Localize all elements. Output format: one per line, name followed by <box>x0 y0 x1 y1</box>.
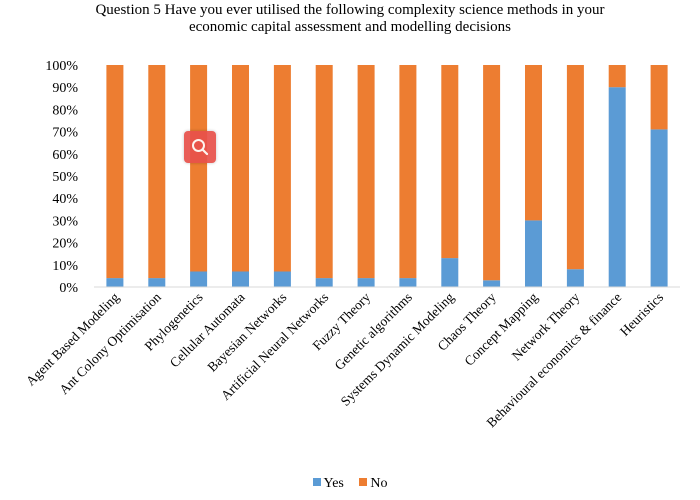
bar-yes <box>315 278 333 287</box>
x-tick-label: Cellular Automata <box>167 290 248 371</box>
bar-no <box>399 65 417 279</box>
y-tick-label: 80% <box>52 103 78 118</box>
legend-item-no: No <box>359 476 388 492</box>
search-icon <box>192 139 209 156</box>
x-tick-label: Concept Mapping <box>461 289 540 368</box>
bar-no <box>357 65 375 279</box>
bar-no <box>315 65 333 279</box>
bar-no <box>483 65 501 281</box>
bar-yes <box>232 271 249 287</box>
zoom-button[interactable] <box>184 131 216 163</box>
bar-yes <box>525 220 542 287</box>
y-tick-label: 30% <box>52 214 78 229</box>
bar-yes <box>566 269 584 287</box>
y-axis-ticks: 0% 10% 20% 30% 40% 50% 60% 70% 80% 90% 100% <box>45 59 78 296</box>
legend-swatch-no <box>359 478 368 486</box>
bar-no <box>441 65 459 259</box>
bar-yes <box>106 278 124 287</box>
bar-no <box>106 65 124 279</box>
bar-yes <box>273 271 291 287</box>
bar-no <box>232 65 249 272</box>
bar-no <box>148 65 166 279</box>
y-tick-label: 70% <box>52 126 78 141</box>
bar-yes <box>148 278 166 287</box>
bar-yes <box>483 280 501 287</box>
bar-no <box>650 65 668 130</box>
x-tick-label: Heuristics <box>617 290 666 339</box>
chart-title: Question 5 Have you ever utilised the fo… <box>0 2 700 36</box>
y-tick-label: 50% <box>52 170 78 185</box>
legend-swatch-yes <box>312 478 321 486</box>
bar-yes <box>608 87 626 287</box>
y-tick-label: 40% <box>52 192 78 207</box>
bar-yes <box>441 258 459 287</box>
bar-no <box>525 65 542 221</box>
chart-title-line-1: Question 5 Have you ever utilised the fo… <box>95 2 605 18</box>
bar-yes <box>650 129 668 287</box>
legend-label-yes: Yes <box>323 476 344 491</box>
legend-label-no: No <box>370 476 388 491</box>
bar-yes <box>357 278 375 287</box>
bar-no <box>608 65 626 88</box>
bar-no <box>273 65 291 272</box>
y-tick-label: 90% <box>52 81 78 96</box>
chart-title-line-2: economic capital assessment and modellin… <box>188 19 511 35</box>
y-tick-label: 10% <box>52 259 78 274</box>
bar-no <box>566 65 584 270</box>
bar-yes <box>190 271 208 287</box>
y-tick-label: 60% <box>52 148 78 163</box>
y-tick-label: 20% <box>52 237 78 252</box>
x-tick-label: Bayesian Networks <box>204 290 289 375</box>
bars <box>106 65 668 287</box>
legend: Yes No <box>0 476 700 492</box>
bar-no <box>190 65 208 272</box>
legend-item-yes: Yes <box>312 476 344 492</box>
y-tick-label: 0% <box>59 281 78 296</box>
x-tick-label: Genetic algorithms <box>332 290 416 374</box>
y-tick-label: 100% <box>45 59 78 74</box>
bar-yes <box>399 278 417 287</box>
